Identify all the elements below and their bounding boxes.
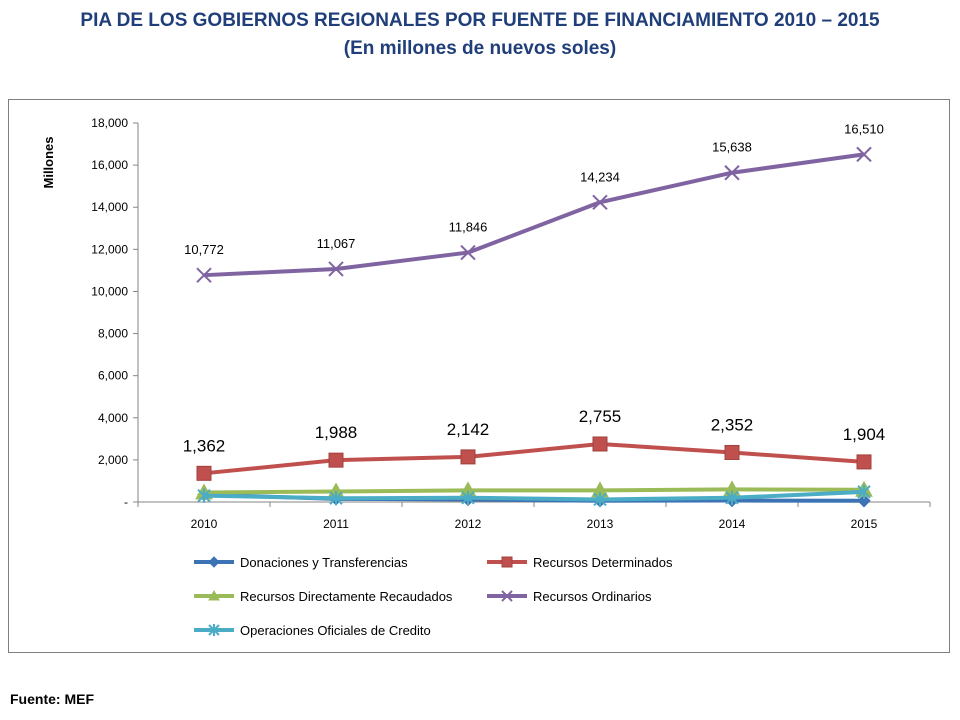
x-tick-label: 2011 [323,517,349,531]
y-axis-label: Millones [41,136,56,188]
series-recursos-determinados [196,436,872,481]
data-point [501,590,513,602]
data-point [593,492,607,507]
data-label: 1,362 [183,436,226,455]
data-label: 16,510 [844,121,884,136]
data-point [856,146,872,163]
data-point [724,444,740,460]
data-label: 2,352 [711,415,754,434]
data-point [724,165,740,181]
data-point [460,244,476,261]
y-tick-label: 6,000 [98,369,128,383]
legend-label: Recursos Directamente Recaudados [240,589,453,604]
x-tick-label: 2013 [587,517,614,531]
x-tick-label: 2012 [455,517,482,531]
legend-item: Recursos Directamente Recaudados [194,589,453,604]
data-label: 15,638 [712,140,752,155]
y-tick-label: 4,000 [98,411,128,425]
data-label: 14,234 [580,169,620,184]
legend-label: Donaciones y Transferencias [240,555,408,570]
data-point [461,490,475,505]
x-tick-label: 2014 [719,517,746,531]
data-label: 11,067 [317,236,356,251]
data-label: 2,755 [579,407,622,426]
data-label: 1,988 [315,423,358,442]
axes: - 2,000 4,000 6,000 8,000 10,000 12,000 14,000 1… [41,116,931,531]
data-label: 11,846 [449,220,488,235]
data-point [328,452,344,468]
data-point [725,490,739,505]
y-tick-label: 2,000 [98,453,128,467]
data-label: 2,142 [447,420,490,439]
y-tick-label: 18,000 [91,116,128,130]
data-point [208,589,220,601]
legend-label: Recursos Determinados [533,555,673,570]
data-point [208,624,220,636]
legend-label: Operaciones Oficiales de Credito [240,623,431,638]
y-tick-label: 8,000 [98,327,128,341]
series-line [203,489,865,502]
data-point [857,484,871,500]
data-point [196,267,212,283]
data-point [197,488,211,503]
series-line [203,441,865,476]
data-labels: 1,362 1,988 2,142 2,755 2,352 1,904 10,772 11,0… [183,121,886,455]
data-label: 10,772 [184,242,224,257]
data-point [592,436,608,452]
x-tick-label: 2010 [191,517,218,531]
data-point [460,449,476,465]
y-tick-label: 16,000 [91,158,128,172]
data-point [328,261,344,277]
legend-item: Recursos Ordinarios [487,589,652,604]
data-point [501,556,513,568]
page-subtitle: (En millones de nuevos soles) [343,38,617,59]
legend-item: Operaciones Oficiales de Credito [194,623,431,638]
chart-frame: - 2,000 4,000 6,000 8,000 10,000 12,000 14,000 1… [8,99,950,653]
legend-label: Recursos Ordinarios [533,589,652,604]
line-chart: - 2,000 4,000 6,000 8,000 10,000 12,000 14,000 1… [41,116,931,638]
y-tick-label: 14,000 [91,200,128,214]
x-tick-label: 2015 [851,517,878,531]
series-recursos-ordinarios [196,146,872,283]
y-tick-label: 10,000 [91,284,128,298]
y-tick-label: 12,000 [91,242,128,256]
series-line [203,152,865,278]
data-point [196,465,212,481]
data-label: 1,904 [843,425,886,444]
data-point [208,556,220,568]
series-operaciones-oficiales-de-credito [197,484,871,507]
data-point [592,194,608,211]
legend-item: Donaciones y Transferencias [194,555,408,570]
data-point [856,454,872,470]
data-point [329,491,343,506]
series-lines [195,146,873,508]
data-point [857,494,871,508]
y-tick-label: - [124,495,128,509]
legend: Donaciones y Transferencias Recursos Dete… [194,555,673,638]
legend-item: Recursos Determinados [487,555,673,570]
page-title: PIA DE LOS GOBIERNOS REGIONALES POR FUEN… [80,10,880,31]
series-line [203,487,865,495]
source-note: Fuente: MEF [10,691,94,707]
